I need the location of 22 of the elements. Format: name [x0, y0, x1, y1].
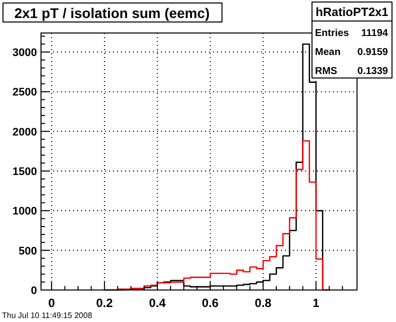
annotation: Entries [315, 28, 350, 39]
y-tick-label: 2500 [12, 86, 37, 99]
y-tick-label: 0 [30, 285, 37, 297]
chart-title: 2x1 pT / isolation sum (eemc) [14, 5, 210, 21]
text: hRatioPT2x1 [316, 5, 389, 19]
annotation: Mean [315, 47, 341, 58]
x-tick-label: 0 [48, 296, 56, 310]
text: 0.1339 [357, 66, 388, 77]
y-tick-label: 3000 [12, 47, 37, 60]
text: 11194 [361, 28, 388, 39]
y-tick-label: 2000 [12, 126, 37, 138]
x-tick-label: 1 [312, 296, 320, 310]
y-tick-label: 1000 [12, 206, 37, 218]
annotation: RMS [315, 66, 338, 77]
y-tick-label: 1500 [12, 166, 37, 178]
x-tick-label: 0.6 [202, 296, 219, 310]
y-tick-label: 500 [18, 245, 37, 258]
text: Thu Jul 10 11:49:15 2008 [2, 311, 93, 320]
x-tick-label: 0.8 [254, 296, 272, 310]
text: 0.9159 [357, 47, 388, 58]
x-tick-label: 0.4 [149, 296, 166, 310]
x-tick-label: 0.2 [96, 296, 114, 310]
